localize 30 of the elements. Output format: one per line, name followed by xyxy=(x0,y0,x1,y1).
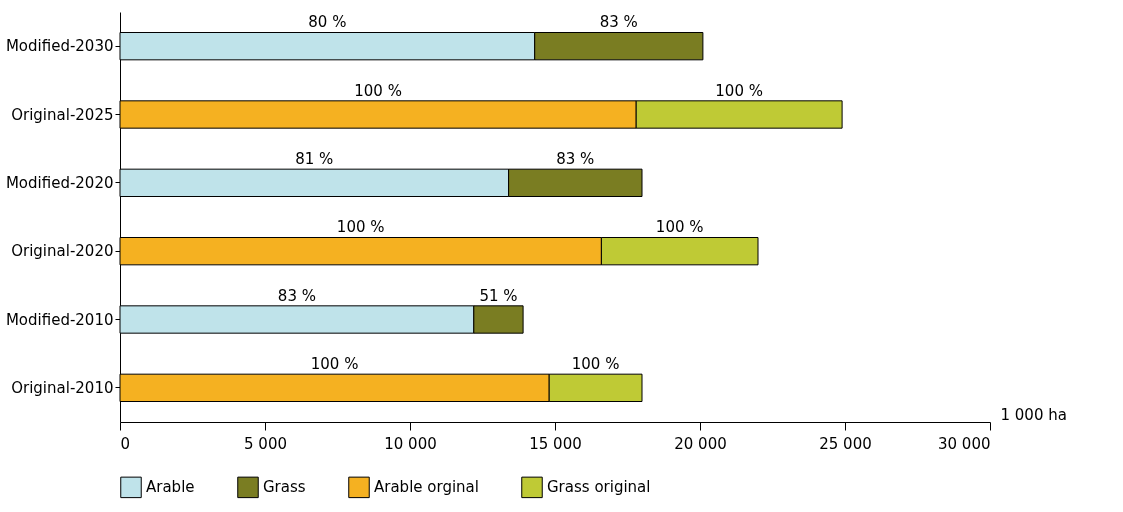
y-tick-label: Original-2025 xyxy=(11,105,114,124)
x-tick-label: 10 000 xyxy=(384,434,437,453)
y-tick-label: Original-2010 xyxy=(11,378,114,397)
annotation: 81 % xyxy=(295,149,334,168)
x-axis-title: 1 000 ha xyxy=(1000,405,1067,424)
x-tick-label: 0 xyxy=(120,434,131,453)
y-tick-label: Original-2020 xyxy=(11,242,114,261)
annotation: 83 % xyxy=(277,286,316,305)
x-tick-label: 30 000 xyxy=(938,434,991,453)
y-tick-label: Modified-2010 xyxy=(5,310,114,329)
x-tick-label: 5 000 xyxy=(244,434,287,453)
annotation: 51 % xyxy=(479,286,518,305)
annotation: 100 % xyxy=(715,81,763,100)
annotation: 100 % xyxy=(310,354,359,373)
x-tick-label: 15 000 xyxy=(529,434,582,453)
annotation: 100 % xyxy=(354,81,402,100)
annotation: 100 % xyxy=(571,354,620,373)
y-tick-label: Modified-2030 xyxy=(5,37,114,56)
legend-label: Grass original xyxy=(547,478,651,497)
x-tick-label: 25 000 xyxy=(819,434,872,453)
annotation: 80 % xyxy=(308,13,347,32)
annotation: 100 % xyxy=(655,218,704,237)
annotation: 100 % xyxy=(336,218,385,237)
annotation: 83 % xyxy=(599,13,638,32)
legend-label: Arable xyxy=(146,478,195,497)
legend-label: Arable orginal xyxy=(374,478,479,497)
annotation: 83 % xyxy=(556,149,595,168)
y-tick-label: Modified-2020 xyxy=(5,173,114,192)
legend-label: Grass xyxy=(263,478,306,497)
x-tick-label: 20 000 xyxy=(674,434,727,453)
